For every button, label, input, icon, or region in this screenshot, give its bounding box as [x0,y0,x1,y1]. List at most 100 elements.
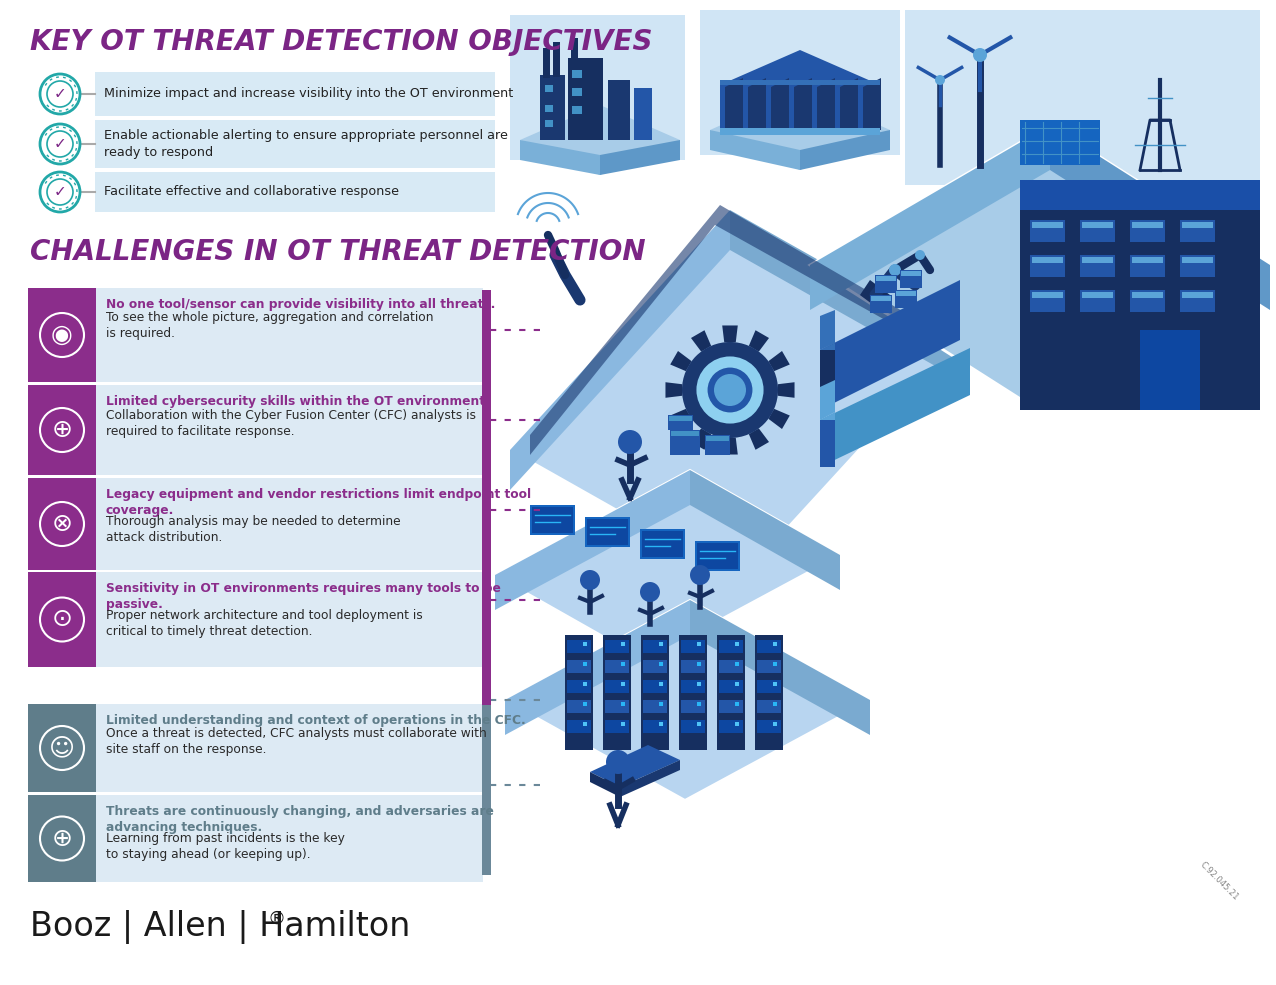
Polygon shape [820,280,960,410]
Bar [583,702,587,706]
Bar [28,478,96,570]
Bar [735,642,739,646]
Bar [621,702,625,706]
Bar [681,700,706,713]
Polygon shape [692,428,711,450]
Text: Limited understanding and context of operations in the CFC.: Limited understanding and context of ope… [106,714,526,727]
Bar [94,120,495,168]
Bar [28,704,96,792]
Bar [658,642,664,646]
Bar [735,662,739,666]
Text: ✓: ✓ [54,137,66,152]
Bar [1082,257,1113,263]
Circle shape [690,565,709,585]
Bar [658,662,664,666]
Circle shape [889,264,901,276]
Polygon shape [709,130,800,170]
Bar [773,682,777,686]
Bar [604,635,632,750]
Bar [567,680,591,693]
Text: No one tool/sensor can provide visibility into all threats.: No one tool/sensor can provide visibilit… [106,298,495,311]
Bar [572,88,582,96]
Bar [1082,222,1113,228]
Bar [642,531,683,557]
Polygon shape [800,130,889,170]
Bar [1020,180,1259,210]
Bar [901,271,921,276]
Bar [1180,220,1215,242]
Bar [584,517,630,547]
Text: ◉: ◉ [51,323,73,347]
Bar [1082,292,1113,298]
Bar [553,42,560,77]
Circle shape [715,374,746,406]
Polygon shape [768,409,790,429]
Bar [697,682,701,686]
Polygon shape [590,745,680,787]
Bar [540,75,565,140]
Bar [1132,292,1162,298]
Bar [544,48,550,78]
Polygon shape [521,105,680,175]
Bar [735,722,739,726]
Text: Sensitivity in OT environments requires many tools to be
passive.: Sensitivity in OT environments requires … [106,582,501,611]
Bar [718,700,743,713]
Bar [490,0,1276,985]
Bar [28,704,484,792]
Bar [643,700,667,713]
Polygon shape [495,470,840,660]
Polygon shape [690,470,840,590]
Bar [1132,257,1162,263]
Bar [634,88,652,140]
Bar [510,15,685,160]
Circle shape [915,250,925,260]
Polygon shape [495,470,690,610]
Bar [679,635,707,750]
Bar [757,680,781,693]
Bar [1030,290,1065,312]
Bar [1079,255,1115,277]
Circle shape [974,48,988,62]
Polygon shape [771,78,789,130]
Bar [621,722,625,726]
Bar [641,529,685,559]
Polygon shape [521,140,600,175]
Bar [1131,290,1165,312]
Bar [697,702,701,706]
Bar [706,435,730,455]
Bar [1139,330,1199,410]
Bar [28,385,96,475]
Polygon shape [820,350,835,410]
Bar [587,519,628,545]
Polygon shape [768,351,790,371]
Bar [1180,255,1215,277]
Bar [1020,120,1100,165]
Circle shape [641,582,660,602]
Polygon shape [820,310,835,350]
Polygon shape [820,420,835,467]
Polygon shape [820,343,835,350]
Polygon shape [748,78,766,130]
Text: ✓: ✓ [54,184,66,200]
Bar [905,10,1259,185]
Text: Enable actionable alerting to ensure appropriate personnel are
ready to respond: Enable actionable alerting to ensure app… [105,129,508,159]
Bar [681,720,706,733]
Bar [1180,290,1215,312]
Bar [28,288,96,382]
Bar [773,722,777,726]
Bar [681,680,706,693]
Bar [572,70,582,78]
Bar [717,635,745,750]
Text: ⊕: ⊕ [51,826,73,850]
Text: Minimize impact and increase visibility into the OT environment: Minimize impact and increase visibility … [105,88,513,100]
Bar [567,640,591,653]
Bar [583,662,587,666]
Bar [671,431,699,436]
Polygon shape [720,50,880,130]
Bar [718,660,743,673]
Bar [28,385,484,475]
Bar [545,120,553,127]
Bar [1079,290,1115,312]
Polygon shape [725,78,743,130]
Bar [1032,222,1063,228]
